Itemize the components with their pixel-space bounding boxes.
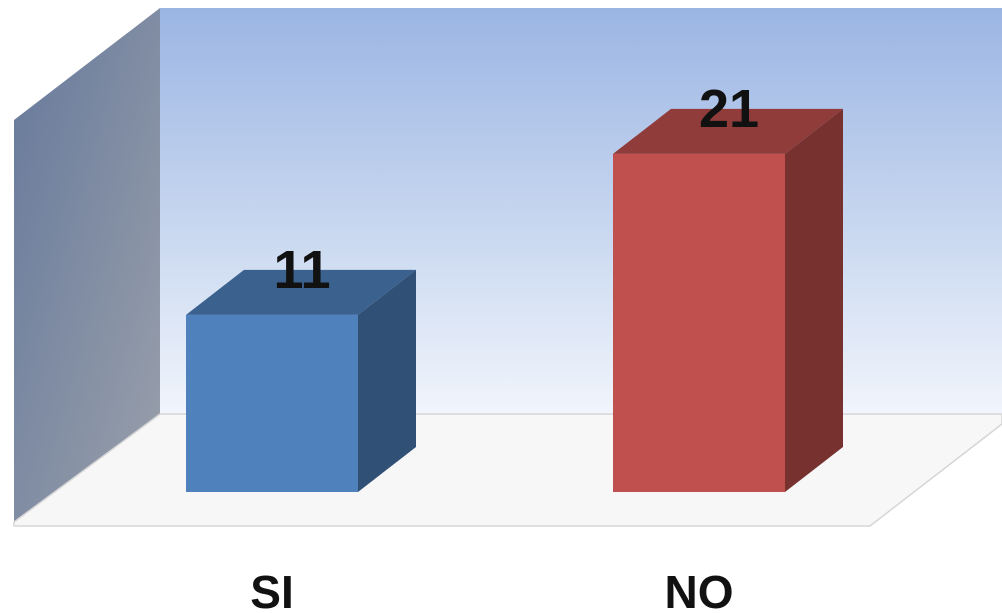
category-label-no: NO: [665, 566, 734, 613]
floor: [13, 413, 1002, 527]
bar-no-top: [613, 108, 843, 154]
labels-group: 11 SI 21 NO: [250, 79, 759, 613]
bar-no: [613, 108, 843, 493]
category-label-si: SI: [250, 566, 293, 613]
side-wall: [14, 8, 160, 522]
bar-si-top: [186, 269, 416, 315]
bars-group: [186, 108, 843, 493]
bar-no-side: [785, 108, 843, 493]
data-label-si: 11: [273, 240, 330, 300]
data-label-no: 21: [699, 79, 759, 139]
bar-si-side: [358, 269, 416, 492]
bar-si: [186, 269, 416, 492]
plot-walls: [13, 8, 1002, 527]
bar-si-front: [186, 314, 358, 492]
bar-no-front: [613, 153, 785, 492]
